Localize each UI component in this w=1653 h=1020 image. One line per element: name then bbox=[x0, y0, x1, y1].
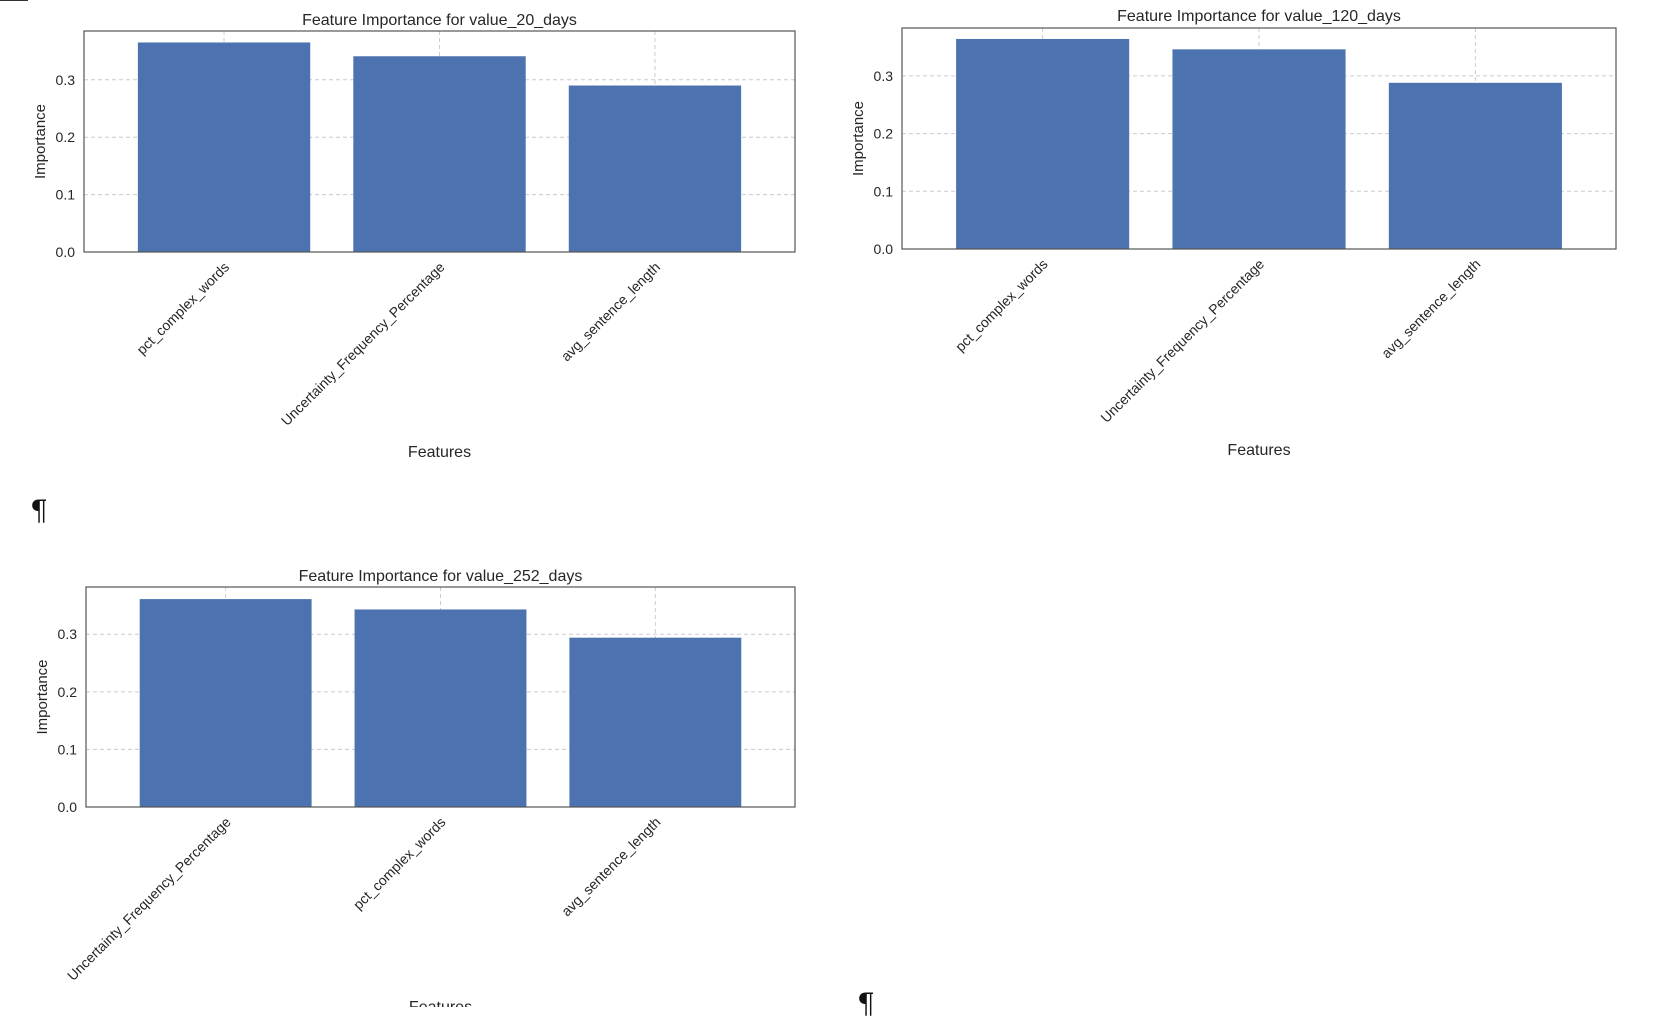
y-axis-label: Importance bbox=[850, 101, 867, 176]
top-rule bbox=[0, 0, 28, 1]
chart-title: Feature Importance for value_252_days bbox=[299, 568, 583, 585]
y-tick-label: 0.0 bbox=[58, 799, 78, 815]
y-tick-label: 0.2 bbox=[56, 129, 76, 145]
chart-1: 0.0 0.1 0.2 0.3 pct_complex_words Uncertainty… bbox=[32, 12, 796, 461]
chart-2: 0.0 0.1 0.2 0.3 pct_complex_words Uncertainty… bbox=[850, 8, 1617, 459]
x-tick-label: pct_complex_words bbox=[133, 259, 232, 358]
y-tick-label: 0.2 bbox=[874, 126, 894, 142]
x-tick-label: avg_sentence_length bbox=[558, 259, 663, 364]
y-tick-label: 0.2 bbox=[58, 684, 78, 700]
x-axis-label: Features bbox=[1227, 442, 1290, 459]
y-tick-label: 0.0 bbox=[874, 241, 894, 257]
x-axis-label: Features bbox=[408, 444, 471, 461]
bar-Uncertainty_Frequency_Percentage bbox=[353, 56, 526, 252]
x-tick-label: avg_sentence_length bbox=[558, 814, 663, 919]
y-axis-label: Importance bbox=[32, 104, 49, 179]
y-tick-label: 0.1 bbox=[58, 741, 78, 757]
axes-frame bbox=[83, 30, 796, 253]
y-axis-label: Importance bbox=[34, 659, 51, 734]
chart-title: Feature Importance for value_20_days bbox=[302, 12, 577, 29]
bar-Uncertainty_Frequency_Percentage bbox=[1172, 49, 1346, 249]
bar-avg_sentence_length bbox=[569, 637, 742, 807]
axes-frame bbox=[85, 586, 796, 808]
x-tick-label: Uncertainty_Frequency_Percentage bbox=[1097, 256, 1267, 426]
chart-title: Feature Importance for value_120_days bbox=[1117, 8, 1401, 25]
x-tick-label: Uncertainty_Frequency_Percentage bbox=[278, 259, 448, 429]
y-tick-label: 0.0 bbox=[56, 244, 76, 260]
paragraph-mark: ¶ bbox=[857, 987, 875, 1020]
x-tick-label: avg_sentence_length bbox=[1378, 256, 1483, 361]
x-tick-label: Uncertainty_Frequency_Percentage bbox=[64, 814, 234, 984]
paragraph-mark: ¶ bbox=[30, 494, 48, 527]
y-tick-label: 0.3 bbox=[874, 68, 894, 84]
x-tick-label: pct_complex_words bbox=[952, 256, 1051, 355]
bar-pct_complex_words bbox=[354, 609, 527, 807]
bar-avg_sentence_length bbox=[1388, 82, 1562, 249]
y-tick-label: 0.3 bbox=[56, 72, 76, 88]
x-tick-label: pct_complex_words bbox=[350, 814, 449, 913]
y-tick-label: 0.1 bbox=[874, 183, 894, 199]
axes-frame bbox=[901, 27, 1617, 250]
y-tick-label: 0.1 bbox=[56, 187, 76, 203]
chart-3: 0.0 0.1 0.2 0.3 Uncertainty_Frequency_Percen… bbox=[34, 568, 796, 1007]
bar-pct_complex_words bbox=[956, 38, 1130, 250]
y-tick-label: 0.3 bbox=[58, 626, 78, 642]
x-axis-label: Features bbox=[409, 999, 472, 1007]
bar-Uncertainty_Frequency_Percentage bbox=[139, 599, 312, 807]
bar-avg_sentence_length bbox=[568, 85, 742, 252]
bar-pct_complex_words bbox=[137, 42, 311, 253]
